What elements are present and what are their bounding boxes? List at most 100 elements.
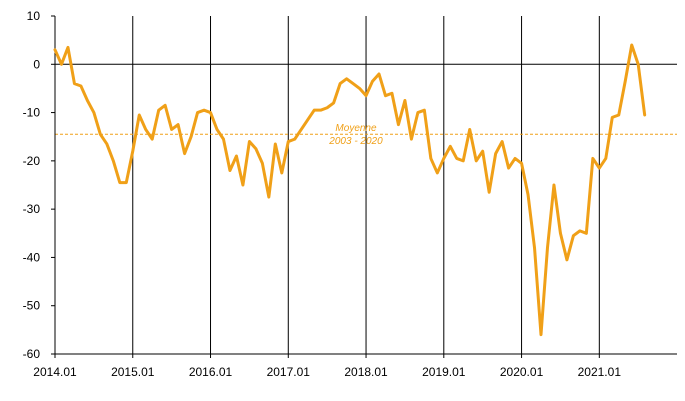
data-point-2017.09: [339, 82, 342, 85]
data-point-2021.07: [637, 63, 640, 66]
data-point-2016.12: [280, 171, 283, 174]
y-tick-label--60: -60: [23, 347, 41, 361]
data-point-2015.12: [203, 109, 206, 112]
data-point-2016.03: [222, 138, 225, 141]
y-tick-label--30: -30: [23, 202, 41, 216]
x-tick-label-2016.01: 2016.01: [189, 365, 233, 379]
data-point-2020.12: [591, 157, 594, 160]
data-point-2021.01: [598, 167, 601, 170]
data-point-2016.10: [267, 196, 270, 199]
average-annotation: Moyenne 2003 - 2020: [328, 123, 383, 147]
data-point-2014.12: [125, 181, 128, 184]
data-point-2018.02: [371, 80, 374, 83]
data-point-2015.04: [151, 138, 154, 141]
data-point-2019.02: [449, 145, 452, 148]
y-tick-label--50: -50: [23, 299, 41, 313]
data-point-2017.05: [313, 109, 316, 112]
data-point-2019.08: [488, 191, 491, 194]
data-point-2015.06: [164, 104, 167, 107]
data-point-2018.07: [403, 99, 406, 102]
data-point-2016.08: [254, 147, 257, 150]
data-point-2017.04: [306, 118, 309, 121]
x-tick-label-2015.01: 2015.01: [111, 365, 155, 379]
data-point-2021.06: [630, 43, 633, 46]
data-point-2014.05: [79, 85, 82, 88]
y-tick-label--10: -10: [23, 106, 41, 120]
y-tick-label-10: 10: [27, 9, 41, 23]
x-tick-label-2021.01: 2021.01: [578, 365, 622, 379]
data-point-2017.12: [358, 87, 361, 90]
data-point-2019.05: [468, 128, 471, 131]
data-point-2017.11: [352, 82, 355, 85]
data-point-2020.09: [572, 234, 575, 237]
data-point-2021.04: [617, 113, 620, 116]
data-point-2017.06: [319, 109, 322, 112]
data-point-2019.12: [514, 157, 517, 160]
data-point-2018.11: [429, 157, 432, 160]
data-point-2014.11: [118, 181, 121, 184]
data-point-2018.05: [390, 92, 393, 95]
data-point-2020.11: [585, 232, 588, 235]
data-point-2014.10: [112, 159, 115, 162]
data-point-2019.04: [462, 159, 465, 162]
x-tick-label-2018.01: 2018.01: [344, 365, 388, 379]
data-point-2016.02: [216, 128, 219, 131]
data-point-2020.02: [527, 193, 530, 196]
data-point-2017.10: [345, 77, 348, 80]
series-line: [53, 43, 647, 337]
data-point-2018.03: [378, 72, 381, 75]
data-point-2018.08: [410, 138, 413, 141]
data-point-2014.07: [92, 111, 95, 114]
data-point-2015.10: [190, 135, 193, 138]
data-point-2014.02: [60, 63, 63, 66]
data-point-2020.07: [559, 232, 562, 235]
data-point-2015.02: [138, 113, 141, 116]
data-point-2016.07: [248, 140, 251, 143]
data-point-2015.01: [131, 150, 134, 153]
data-point-2021.05: [624, 80, 627, 83]
vertical-grid-lines: [132, 16, 600, 354]
data-point-2015.05: [157, 109, 160, 112]
x-tick-label-2019.01: 2019.01: [422, 365, 466, 379]
data-point-2021.08: [643, 113, 646, 116]
data-point-2019.11: [507, 167, 510, 170]
data-point-2018.09: [416, 111, 419, 114]
data-point-2021.03: [611, 116, 614, 119]
data-point-2018.06: [397, 123, 400, 126]
data-point-2016.09: [261, 162, 264, 165]
data-point-2019.03: [455, 157, 458, 160]
data-point-2019.09: [494, 152, 497, 155]
x-tick-label-2014.01: 2014.01: [33, 365, 77, 379]
data-point-2016.01: [209, 111, 212, 114]
data-point-2017.01: [287, 140, 290, 143]
data-point-2020.01: [520, 162, 523, 165]
data-point-2015.09: [183, 152, 186, 155]
data-point-2014.06: [86, 99, 89, 102]
y-tick-label-0: 0: [33, 57, 40, 71]
data-point-2018.04: [384, 94, 387, 97]
data-point-2018.10: [423, 109, 426, 112]
data-point-2015.08: [177, 123, 180, 126]
data-point-2016.04: [228, 169, 231, 172]
y-tick-label--40: -40: [23, 250, 41, 264]
y-axis-ticks: 10 0 -10 -20 -30 -40 -50 -60: [23, 9, 55, 361]
data-point-2016.05: [235, 155, 238, 158]
series-points: [54, 43, 647, 336]
data-point-2020.05: [546, 246, 549, 249]
y-tick-label--20: -20: [23, 154, 41, 168]
data-point-2017.07: [326, 106, 329, 109]
data-point-2017.02: [293, 138, 296, 141]
data-point-2018.01: [365, 94, 368, 97]
data-point-2015.03: [144, 128, 147, 131]
data-point-2015.11: [196, 111, 199, 114]
data-point-2020.10: [578, 229, 581, 232]
average-annotation-line1: Moyenne: [335, 123, 377, 134]
data-point-2018.12: [436, 171, 439, 174]
data-point-2020.03: [533, 246, 536, 249]
x-tick-label-2017.01: 2017.01: [267, 365, 311, 379]
data-point-2020.06: [552, 184, 555, 187]
data-point-2016.06: [241, 184, 244, 187]
data-point-2016.11: [274, 142, 277, 145]
x-axis-ticks: 2014.01 2015.01 2016.01 2017.01 2018.01 2019.…: [33, 354, 621, 379]
